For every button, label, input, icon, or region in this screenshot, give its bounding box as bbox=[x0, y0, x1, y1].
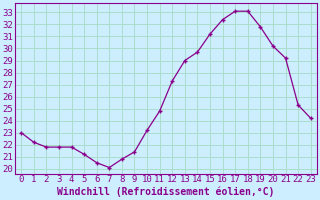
X-axis label: Windchill (Refroidissement éolien,°C): Windchill (Refroidissement éolien,°C) bbox=[57, 187, 275, 197]
